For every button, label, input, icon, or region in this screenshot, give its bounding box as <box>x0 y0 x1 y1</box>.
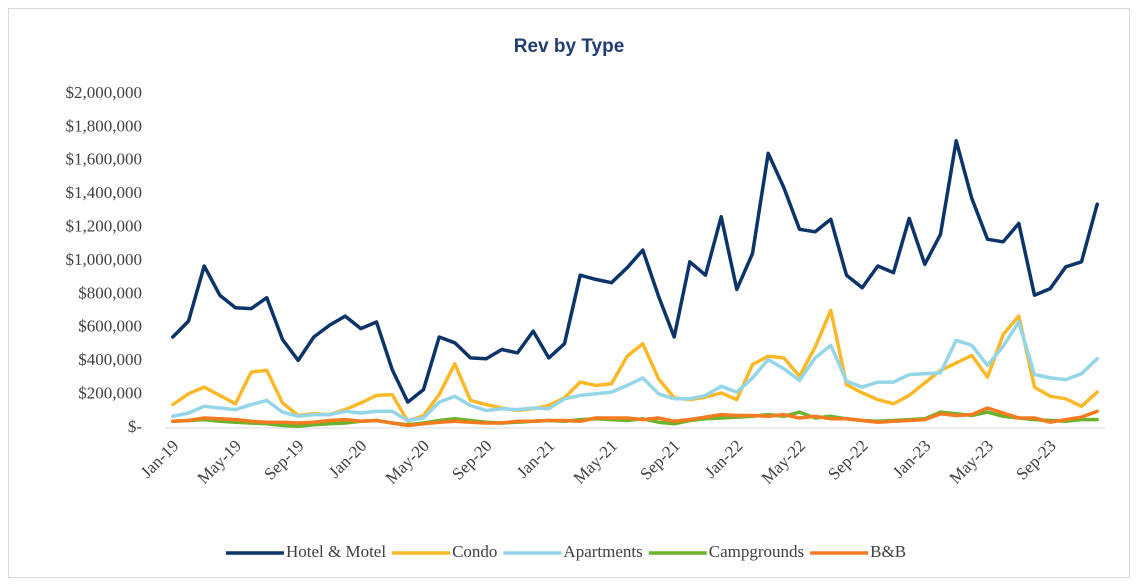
legend: Hotel & Motel Condo Apartments Campgrounds B… <box>225 542 906 561</box>
chart-border <box>8 8 1130 578</box>
y-tick-label: $1,000,000 <box>66 250 143 269</box>
y-tick-label: $400,000 <box>78 350 142 369</box>
y-tick-label: $200,000 <box>78 384 142 403</box>
y-tick-label: $800,000 <box>78 283 142 302</box>
legend-label: B&B <box>870 542 906 561</box>
y-tick-label: $2,000,000 <box>66 83 143 102</box>
y-tick-label: $- <box>128 417 143 436</box>
y-tick-label: $1,800,000 <box>66 116 143 135</box>
line-series <box>171 320 1099 423</box>
legend-label: Campgrounds <box>709 542 804 561</box>
y-tick-label: $600,000 <box>78 317 142 336</box>
line-series <box>171 139 1099 404</box>
line-series <box>171 406 1099 428</box>
y-tick-label: $1,200,000 <box>66 217 143 236</box>
legend-label: Condo <box>452 542 497 561</box>
legend-label: Hotel & Motel <box>286 542 386 561</box>
chart-title: Rev by Type <box>514 36 625 57</box>
legend-label: Apartments <box>563 542 642 561</box>
y-tick-label: $1,600,000 <box>66 150 143 169</box>
y-tick-label: $1,400,000 <box>66 183 143 202</box>
